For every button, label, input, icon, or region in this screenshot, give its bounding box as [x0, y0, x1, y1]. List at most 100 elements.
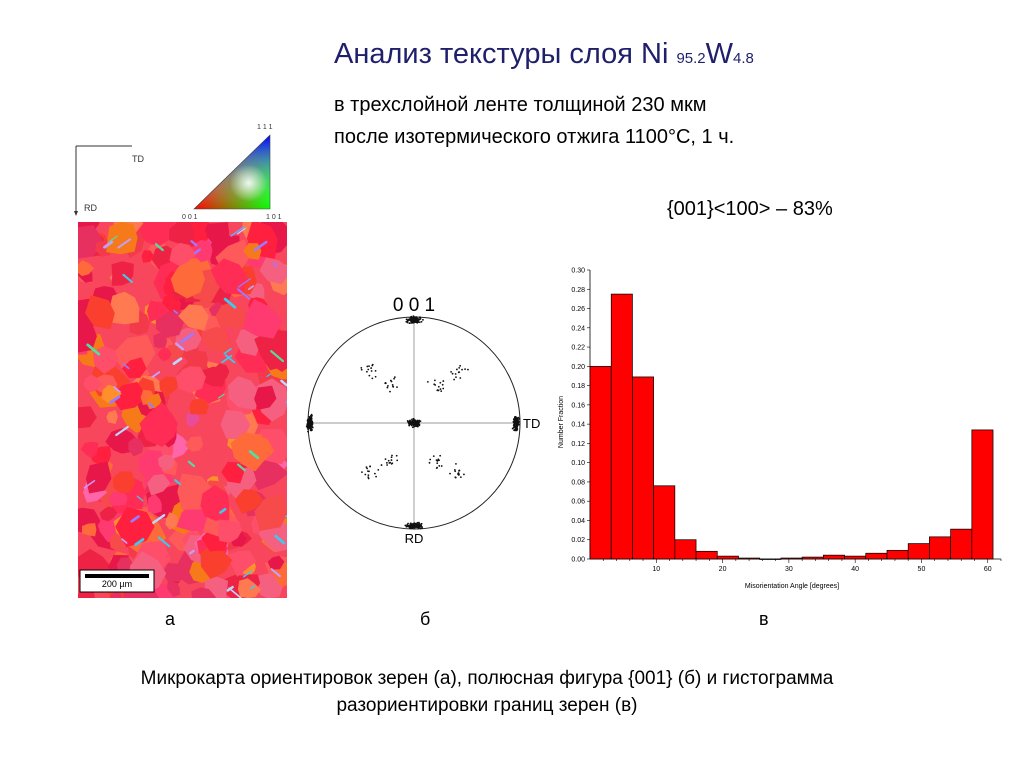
- twin-boundary: [103, 240, 114, 249]
- twin-boundary: [270, 350, 285, 363]
- twin-boundary: [157, 536, 171, 548]
- twin-boundary: [285, 514, 287, 518]
- twin-boundary: [188, 549, 195, 555]
- pole-point: [450, 370, 452, 373]
- x-tick-label: 60: [984, 566, 992, 573]
- grain: [234, 489, 264, 514]
- pole-point: [309, 421, 312, 424]
- pole-point: [439, 388, 442, 391]
- grain: [85, 295, 115, 330]
- pole-point: [513, 420, 516, 422]
- grain: [189, 398, 209, 415]
- twin-boundary: [173, 309, 178, 314]
- pole-point: [416, 523, 419, 526]
- pole-point: [515, 426, 518, 429]
- y-tick-label: 0.18: [571, 383, 585, 390]
- pole-point: [396, 386, 398, 389]
- grain: [242, 298, 283, 339]
- pole-point: [422, 318, 424, 321]
- pole-point: [518, 418, 521, 420]
- pole-point: [380, 464, 383, 466]
- pole-point: [384, 458, 387, 461]
- pole-point: [439, 454, 442, 457]
- pole-point: [370, 367, 373, 369]
- histogram-bar: [695, 550, 718, 560]
- twin-boundary: [122, 273, 134, 284]
- twin-boundary: [113, 386, 121, 393]
- twin-boundary: [86, 343, 101, 356]
- y-tick-label: 0.06: [571, 499, 585, 506]
- pole-point: [458, 469, 461, 472]
- ipf-001-label: 0 0 1: [182, 214, 198, 221]
- pole-point: [418, 523, 421, 526]
- grain: [148, 494, 162, 514]
- x-tick-label: 20: [719, 566, 727, 573]
- pole-point: [413, 526, 416, 529]
- pole-point: [308, 426, 310, 429]
- pole-point: [459, 476, 462, 479]
- histogram-bar: [801, 556, 824, 560]
- grain: [139, 402, 178, 447]
- grain: [238, 435, 275, 472]
- grain: [80, 441, 99, 459]
- grain: [254, 329, 287, 371]
- pole-figure-points: [305, 315, 521, 530]
- pole-point: [463, 473, 465, 476]
- x-axis-label: Misorientation Angle [degrees]: [745, 583, 839, 590]
- twin-boundary: [285, 401, 287, 404]
- twin-boundary: [115, 425, 129, 437]
- y-tick-label: 0.24: [571, 325, 585, 332]
- grain: [175, 327, 202, 352]
- pole-point: [417, 526, 420, 529]
- histogram-bar: [865, 552, 888, 560]
- twin-boundary: [224, 354, 236, 364]
- histogram-bar: [907, 543, 930, 560]
- grain: [121, 357, 147, 379]
- twin-boundary: [242, 570, 253, 578]
- pole-point: [514, 424, 517, 427]
- pole-point: [412, 523, 414, 526]
- y-tick-label: 0.10: [571, 460, 585, 467]
- pole-point: [411, 422, 414, 424]
- grain: [111, 381, 147, 411]
- pole-point: [449, 472, 451, 475]
- histogram-bar: [759, 558, 782, 560]
- pole-point: [419, 317, 422, 320]
- pole-point: [411, 317, 414, 320]
- pole-point: [386, 386, 389, 389]
- pole-point: [407, 318, 410, 321]
- pole-point: [408, 322, 411, 325]
- pole-point: [456, 368, 458, 371]
- grain: [237, 578, 261, 598]
- pole-point: [392, 385, 395, 388]
- twin-boundary: [219, 507, 227, 514]
- grain: [108, 490, 128, 506]
- grain: [78, 406, 97, 429]
- histogram-bar: [738, 557, 761, 560]
- grain: [227, 376, 260, 410]
- grain: [200, 544, 233, 580]
- pole-point: [426, 380, 429, 383]
- twin-boundary: [121, 538, 128, 544]
- y-tick-label: 0.08: [571, 479, 585, 486]
- grain: [184, 436, 204, 452]
- pole-point: [384, 382, 387, 384]
- pole-point: [410, 319, 413, 321]
- grain: [109, 291, 140, 325]
- y-tick-label: 0.30: [571, 268, 585, 275]
- pole-figure-title: 0 0 1: [393, 295, 435, 316]
- pole-point: [390, 462, 393, 465]
- y-tick-label: 0.02: [571, 537, 585, 544]
- grain: [146, 300, 170, 323]
- pole-point: [387, 459, 390, 462]
- twin-boundary: [250, 585, 256, 590]
- pole-point: [513, 417, 516, 420]
- y-tick-label: 0.22: [571, 345, 585, 352]
- pole-point: [440, 465, 443, 467]
- pole-point: [371, 364, 374, 367]
- pole-point: [459, 377, 462, 379]
- pole-point: [438, 465, 441, 467]
- panel-label-b: б: [420, 609, 431, 629]
- y-tick-label: 0.20: [571, 364, 585, 371]
- rd-axis-label: RD: [84, 203, 97, 213]
